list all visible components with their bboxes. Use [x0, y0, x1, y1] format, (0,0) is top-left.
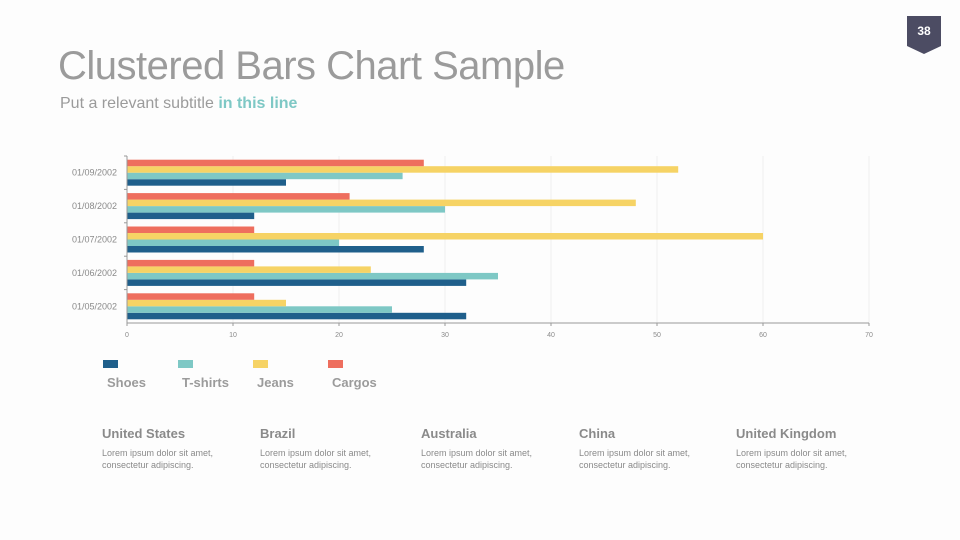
page-number: 38	[917, 24, 931, 38]
legend-label-shoes: Shoes	[107, 375, 147, 390]
subtitle-highlight: in this line	[218, 95, 298, 112]
legend-item-cargos: Cargos	[326, 360, 377, 390]
page-title: Clustered Bars Chart Sample	[58, 44, 565, 88]
subtitle-text: Put a relevant subtitle	[60, 95, 219, 112]
bar-cargos-0	[127, 293, 255, 300]
bar-tshirts-0	[127, 306, 392, 313]
page-number-badge: 38	[907, 16, 941, 54]
clustered-bar-chart: 01/05/2002 01/06/2002 01/07/2002 01/08/2002…	[72, 155, 873, 339]
legend-label-cargos: Cargos	[332, 375, 377, 390]
legend-swatch-shoes	[103, 360, 118, 368]
bar-cargos-1	[127, 259, 255, 267]
country-description-line: Lorem ipsum dolor sit amet,	[421, 448, 533, 458]
country-description: Lorem ipsum dolor sit amet, consectetur a…	[102, 447, 252, 471]
bar-cargos-4	[127, 159, 424, 167]
x-tick-label: 70	[865, 332, 873, 339]
y-tick-label: 01/09/2002	[72, 168, 117, 178]
bar-cargos-3	[127, 193, 350, 200]
bar-shoes-2	[127, 246, 424, 253]
bar-shoes-3	[127, 212, 255, 220]
x-tick-label: 20	[335, 332, 343, 339]
country-description: Lorem ipsum dolor sit amet, consectetur a…	[421, 447, 571, 471]
country-description-line: consectetur adipiscing.	[102, 460, 194, 470]
country-block-brazil: Brazil Lorem ipsum dolor sit amet, consec…	[260, 426, 410, 471]
country-block-united-kingdom: United Kingdom Lorem ipsum dolor sit ame…	[736, 426, 886, 471]
page-subtitle: Put a relevant subtitle in this line	[60, 95, 297, 113]
bar-jeans-0	[127, 299, 286, 307]
country-name: China	[579, 426, 616, 441]
legend-item-tshirts: T-shirts	[176, 360, 229, 390]
x-tick-label: 10	[229, 332, 237, 339]
country-name: United States	[102, 426, 186, 441]
legend-swatch-jeans	[253, 360, 268, 368]
x-tick-label: 50	[653, 332, 661, 339]
bar-tshirts-4	[127, 172, 403, 180]
y-tick-label: 01/07/2002	[72, 235, 117, 245]
bar-tshirts-2	[127, 239, 339, 246]
bar-jeans-1	[127, 266, 371, 273]
bar-jeans-3	[127, 199, 636, 207]
country-description-line: Lorem ipsum dolor sit amet,	[579, 448, 691, 458]
y-tick-label: 01/08/2002	[72, 201, 117, 211]
legend-item-shoes: Shoes	[101, 360, 146, 390]
legend-label-tshirts: T-shirts	[182, 375, 229, 390]
country-description-line: consectetur adipiscing.	[260, 460, 352, 470]
country-name: United Kingdom	[736, 426, 837, 441]
country-description-line: consectetur adipiscing.	[579, 460, 671, 470]
legend-swatch-cargos	[328, 360, 343, 368]
country-description: Lorem ipsum dolor sit amet, consectetur a…	[260, 447, 410, 471]
country-block-china: China Lorem ipsum dolor sit amet, consect…	[579, 426, 729, 471]
y-tick-label: 01/05/2002	[72, 301, 117, 311]
country-block-australia: Australia Lorem ipsum dolor sit amet, con…	[421, 426, 571, 471]
bar-cargos-2	[127, 226, 255, 233]
x-tick-label: 40	[547, 332, 555, 339]
country-description-line: Lorem ipsum dolor sit amet,	[260, 448, 372, 458]
x-tick-label: 30	[441, 332, 449, 339]
y-tick-label: 01/06/2002	[72, 268, 117, 278]
bar-jeans-2	[127, 233, 763, 240]
x-tick-label: 0	[125, 332, 129, 339]
x-tick-label: 60	[759, 332, 767, 339]
country-description: Lorem ipsum dolor sit amet, consectetur a…	[579, 447, 729, 471]
legend-swatch-tshirts	[178, 360, 193, 368]
bar-tshirts-3	[127, 206, 445, 213]
legend-label-jeans: Jeans	[257, 375, 294, 390]
bar-tshirts-1	[127, 272, 498, 280]
bar-shoes-0	[127, 312, 467, 320]
country-description-line: Lorem ipsum dolor sit amet,	[736, 448, 848, 458]
country-block-united-states: United States Lorem ipsum dolor sit amet…	[102, 426, 252, 471]
bar-shoes-4	[127, 179, 286, 186]
country-name: Australia	[421, 426, 477, 441]
country-name: Brazil	[260, 426, 296, 441]
country-description: Lorem ipsum dolor sit amet, consectetur a…	[736, 447, 886, 471]
legend-item-jeans: Jeans	[251, 360, 294, 390]
country-description-line: consectetur adipiscing.	[421, 460, 513, 470]
bar-jeans-4	[127, 166, 679, 173]
country-description-line: Lorem ipsum dolor sit amet,	[102, 448, 214, 458]
country-description-line: consectetur adipiscing.	[736, 460, 828, 470]
bar-shoes-1	[127, 279, 467, 286]
